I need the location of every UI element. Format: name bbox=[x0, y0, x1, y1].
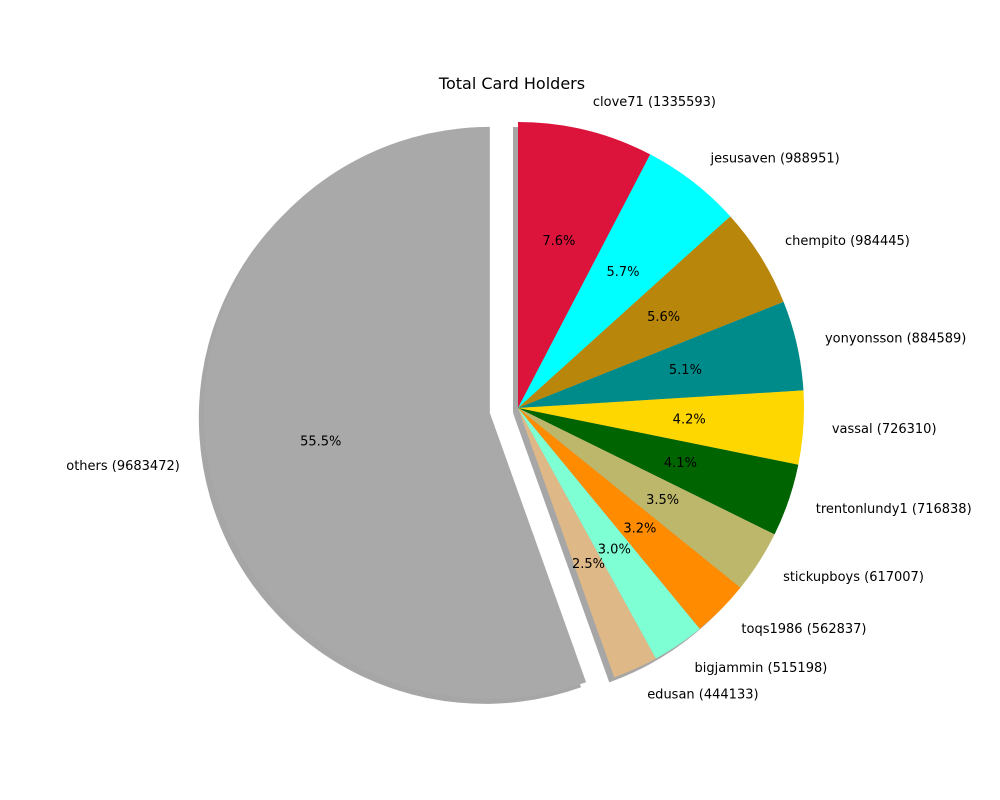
slice-label-jesusaven: jesusaven (988951) bbox=[710, 152, 840, 167]
slice-label-bigjammin: bigjammin (515198) bbox=[695, 661, 828, 676]
percent-label-jesusaven: 5.7% bbox=[607, 265, 640, 280]
percent-label-bigjammin: 3.0% bbox=[598, 543, 631, 558]
slice-label-toqs1986: toqs1986 (562837) bbox=[741, 622, 866, 637]
pie-slices bbox=[203, 122, 804, 699]
slice-label-stickupboys: stickupboys (617007) bbox=[783, 570, 924, 585]
slice-label-clove71: clove71 (1335593) bbox=[593, 95, 716, 110]
percent-label-vassal: 4.2% bbox=[673, 412, 706, 427]
slice-yonyonsson bbox=[518, 301, 804, 408]
slice-clove71 bbox=[518, 122, 651, 408]
percent-label-stickupboys: 3.5% bbox=[646, 493, 679, 508]
percent-label-chempito: 5.6% bbox=[647, 310, 680, 325]
slice-bigjammin bbox=[518, 408, 700, 659]
slice-trentonlundy1 bbox=[518, 408, 799, 535]
percent-label-toqs1986: 3.2% bbox=[623, 521, 656, 536]
slice-label-others: others (9683472) bbox=[66, 459, 180, 474]
slice-jesusaven bbox=[518, 154, 731, 408]
percent-label-others: 55.5% bbox=[300, 435, 341, 450]
slice-label-chempito: chempito (984445) bbox=[785, 234, 910, 249]
slice-label-edusan: edusan (444133) bbox=[647, 687, 758, 702]
slice-others bbox=[203, 126, 587, 699]
slice-label-yonyonsson: yonyonsson (884589) bbox=[825, 332, 966, 347]
chart-title: Total Card Holders bbox=[438, 74, 585, 93]
slice-vassal bbox=[518, 390, 804, 465]
percent-label-yonyonsson: 5.1% bbox=[669, 363, 702, 378]
percent-labels: 7.6% 5.7% 5.6% 5.1% 4.2% 4.1% 3.5% 3.2% 3.0%2.5%… bbox=[300, 234, 706, 572]
slice-stickupboys bbox=[518, 408, 775, 588]
percent-label-edusan: 2.5% bbox=[572, 557, 605, 572]
slice-label-vassal: vassal (726310) bbox=[832, 422, 937, 437]
percent-label-clove71: 7.6% bbox=[542, 234, 575, 249]
slice-label-trentonlundy1: trentonlundy1 (716838) bbox=[816, 502, 972, 517]
slice-chempito bbox=[518, 216, 784, 408]
slice-labels: clove71 (1335593) jesusaven (988951) chemp… bbox=[66, 95, 971, 702]
slice-toqs1986 bbox=[518, 408, 741, 629]
percent-label-trentonlundy1: 4.1% bbox=[664, 456, 697, 471]
slice-edusan bbox=[518, 408, 656, 678]
